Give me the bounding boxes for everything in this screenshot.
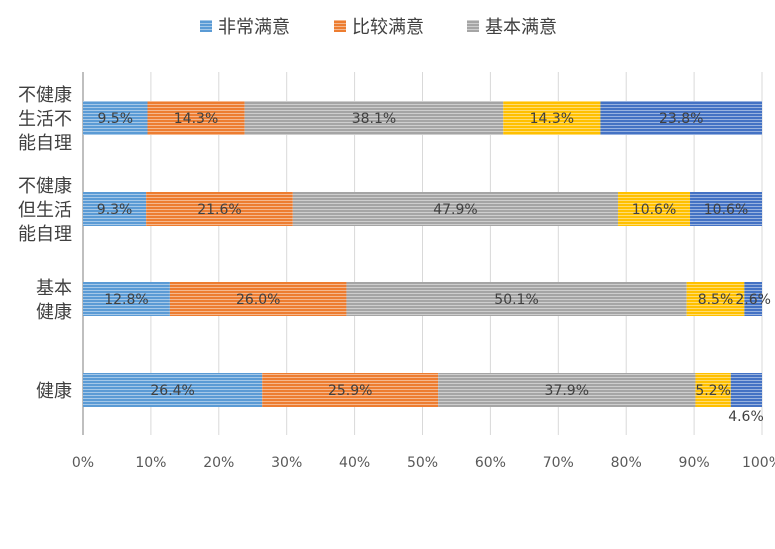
y-axis-label: 但生活 — [18, 200, 72, 221]
bar-segment — [292, 192, 619, 226]
data-label: 50.1% — [494, 292, 538, 308]
x-tick-label: 40% — [339, 455, 370, 471]
data-label: 26.4% — [150, 383, 194, 399]
x-tick-label: 10% — [135, 455, 166, 471]
data-label: 8.5% — [698, 292, 734, 308]
bar-segment — [146, 192, 293, 226]
bar-segment — [262, 373, 439, 407]
data-label: 21.6% — [197, 202, 241, 218]
data-label: 4.6% — [728, 409, 764, 425]
data-label: 47.9% — [433, 202, 477, 218]
bar-segment — [147, 101, 245, 135]
bar-segment — [346, 282, 687, 316]
bar-segment — [83, 101, 148, 135]
bars — [83, 101, 762, 407]
data-label: 14.3% — [174, 111, 218, 127]
bar-segment — [730, 373, 762, 407]
legend-swatch — [467, 20, 479, 32]
x-tick-label: 50% — [407, 455, 438, 471]
bar-segment — [618, 192, 691, 226]
bar-segment — [83, 373, 263, 407]
legend-label: 基本满意 — [485, 17, 557, 38]
bar-segment — [244, 101, 504, 135]
x-tick-label: 60% — [475, 455, 506, 471]
y-axis-label: 不健康 — [18, 85, 72, 106]
data-label: 26.0% — [236, 292, 280, 308]
bar-segment — [686, 282, 745, 316]
legend-label: 非常满意 — [218, 17, 290, 38]
y-axis-label: 不健康 — [18, 176, 72, 197]
y-axis-label: 能自理 — [18, 133, 72, 154]
y-axis-label: 健康 — [36, 302, 72, 323]
bar-segment — [503, 101, 601, 135]
bar-segment — [744, 282, 762, 316]
data-label: 10.6% — [704, 202, 748, 218]
data-label: 23.8% — [659, 111, 703, 127]
data-label: 14.3% — [530, 111, 574, 127]
bar-segment — [690, 192, 762, 226]
y-axis-label: 生活不 — [18, 109, 72, 130]
bar-segment — [83, 192, 147, 226]
data-labels: 9.5% 14.3% 38.1% 14.3% 23.8% 9.3% 21.6% 47.9% 10… — [97, 111, 771, 425]
bar-segment — [83, 282, 170, 316]
y-axis-label: 健康 — [36, 381, 72, 402]
data-label: 37.9% — [545, 383, 589, 399]
data-label: 38.1% — [352, 111, 396, 127]
data-label: 10.6% — [632, 202, 676, 218]
legend-swatch — [200, 20, 212, 32]
x-tick-label: 90% — [679, 455, 710, 471]
legend: 非常满意 比较满意 基本满意 — [200, 17, 557, 38]
data-label: 25.9% — [328, 383, 372, 399]
y-axis-label: 基本 — [36, 278, 72, 299]
data-label: 12.8% — [104, 292, 148, 308]
x-tick-label: 80% — [611, 455, 642, 471]
data-label: 9.5% — [97, 111, 133, 127]
x-tick-label: 0% — [72, 455, 94, 471]
x-tick-label: 30% — [271, 455, 302, 471]
x-tick-label: 20% — [203, 455, 234, 471]
x-tick-label: 70% — [543, 455, 574, 471]
legend-swatch — [334, 20, 346, 32]
bar-segment — [695, 373, 731, 407]
x-tick-label: 100% — [742, 455, 775, 471]
bar-segment — [438, 373, 696, 407]
data-label: 9.3% — [97, 202, 133, 218]
bar-segment — [600, 101, 762, 135]
y-axis-label: 能自理 — [18, 224, 72, 245]
data-label: 2.6% — [735, 292, 771, 308]
x-axis-ticks: 0% 10% 20% 30% 40% 50% 60% 70% 80% 90% 100% — [72, 455, 775, 471]
bar-segment — [169, 282, 347, 316]
data-label: 5.2% — [695, 383, 731, 399]
legend-label: 比较满意 — [352, 17, 424, 38]
